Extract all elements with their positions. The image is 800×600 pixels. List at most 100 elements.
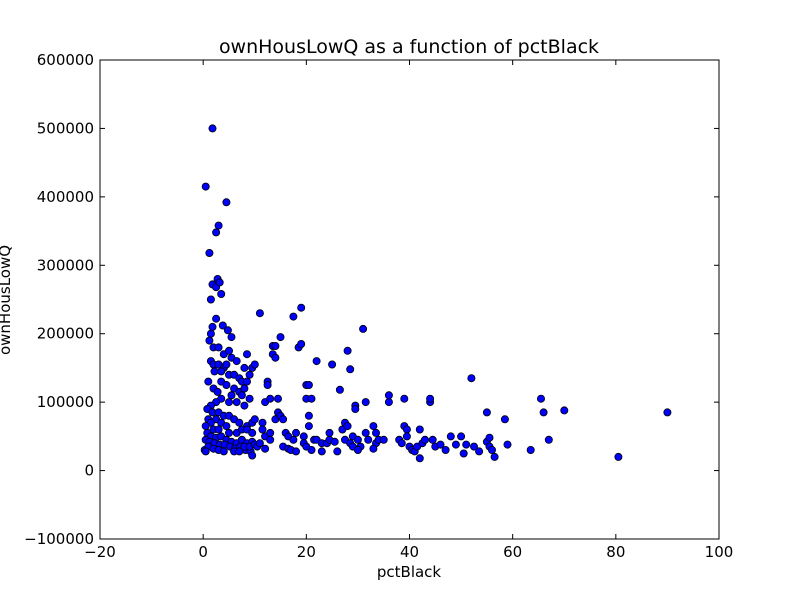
data-point: [500, 415, 509, 424]
x-tick-label: 0: [198, 543, 208, 561]
data-point: [304, 411, 313, 420]
data-point: [328, 360, 337, 369]
data-point: [201, 182, 210, 191]
data-point: [261, 444, 270, 453]
data-point: [214, 425, 223, 434]
data-point: [206, 295, 215, 304]
y-axis: −100000 0 100000 200000 300000 400000 500000 60…: [24, 51, 719, 548]
data-point: [250, 415, 259, 424]
data-point: [248, 451, 257, 460]
x-tick-label: 100: [705, 543, 734, 561]
data-point: [482, 408, 491, 417]
data-point: [215, 278, 224, 287]
data-point: [402, 432, 411, 441]
data-point: [384, 398, 393, 407]
data-point: [346, 365, 355, 374]
data-point: [428, 435, 437, 444]
x-axis: −20 0 20 40 60 80 100: [84, 60, 733, 561]
data-point: [446, 432, 455, 441]
data-point: [333, 447, 342, 456]
data-point: [560, 406, 569, 415]
data-point: [487, 445, 496, 454]
data-point: [224, 428, 233, 437]
data-point: [369, 444, 378, 453]
data-point: [245, 394, 254, 403]
data-point: [224, 346, 233, 355]
data-point: [240, 401, 249, 410]
data-point: [351, 404, 360, 413]
data-point: [361, 398, 370, 407]
data-point: [353, 435, 362, 444]
data-point: [503, 440, 512, 449]
data-point: [240, 363, 249, 372]
y-tick-label: 500000: [37, 119, 94, 137]
data-point: [266, 394, 275, 403]
data-point: [222, 198, 231, 207]
data-point: [343, 346, 352, 355]
data-point: [266, 435, 275, 444]
data-point: [490, 452, 499, 461]
data-point: [335, 385, 344, 394]
data-point: [457, 432, 466, 441]
y-tick-label: 100000: [37, 393, 94, 411]
data-point: [307, 394, 316, 403]
data-point: [397, 439, 406, 448]
data-point: [205, 336, 214, 345]
data-point: [263, 380, 272, 389]
data-point: [213, 387, 222, 396]
y-tick-label: 400000: [37, 188, 94, 206]
data-point: [212, 228, 221, 237]
data-point: [384, 391, 393, 400]
data-point: [475, 447, 484, 456]
data-point: [232, 398, 241, 407]
data-point: [537, 394, 546, 403]
data-point: [279, 415, 288, 424]
data-point: [402, 425, 411, 434]
data-point: [255, 309, 264, 318]
data-point: [222, 380, 231, 389]
data-point: [248, 428, 257, 437]
data-point: [469, 442, 478, 451]
data-point: [415, 425, 424, 434]
data-point: [467, 374, 476, 383]
data-point: [526, 445, 535, 454]
data-point: [222, 422, 231, 431]
data-point: [415, 454, 424, 463]
data-point: [426, 394, 435, 403]
data-point: [451, 440, 460, 449]
data-point: [371, 428, 380, 437]
data-point: [304, 380, 313, 389]
y-tick-label: 600000: [37, 51, 94, 69]
data-point: [210, 367, 219, 376]
data-point: [227, 333, 236, 342]
data-point: [539, 408, 548, 417]
data-point: [462, 440, 471, 449]
data-point: [441, 445, 450, 454]
data-point: [242, 350, 251, 359]
data-point: [379, 435, 388, 444]
data-point: [242, 377, 251, 386]
data-point: [258, 425, 267, 434]
data-point: [255, 439, 264, 448]
data-point: [258, 418, 267, 427]
data-point: [232, 357, 241, 366]
data-point: [237, 391, 246, 400]
data-point: [353, 445, 362, 454]
data-point: [214, 221, 223, 230]
data-point: [204, 377, 213, 386]
data-point: [222, 360, 231, 369]
data-point: [208, 124, 217, 133]
data-point: [276, 333, 285, 342]
y-axis-label: ownHousLowQ: [0, 245, 14, 355]
x-tick-label: −20: [84, 543, 116, 561]
data-point: [359, 324, 368, 333]
data-point: [289, 435, 298, 444]
data-point: [205, 248, 214, 257]
data-point: [206, 329, 215, 338]
data-point: [235, 447, 244, 456]
data-point: [271, 341, 280, 350]
data-point: [330, 437, 339, 446]
data-point: [302, 442, 311, 451]
data-point: [304, 422, 313, 431]
